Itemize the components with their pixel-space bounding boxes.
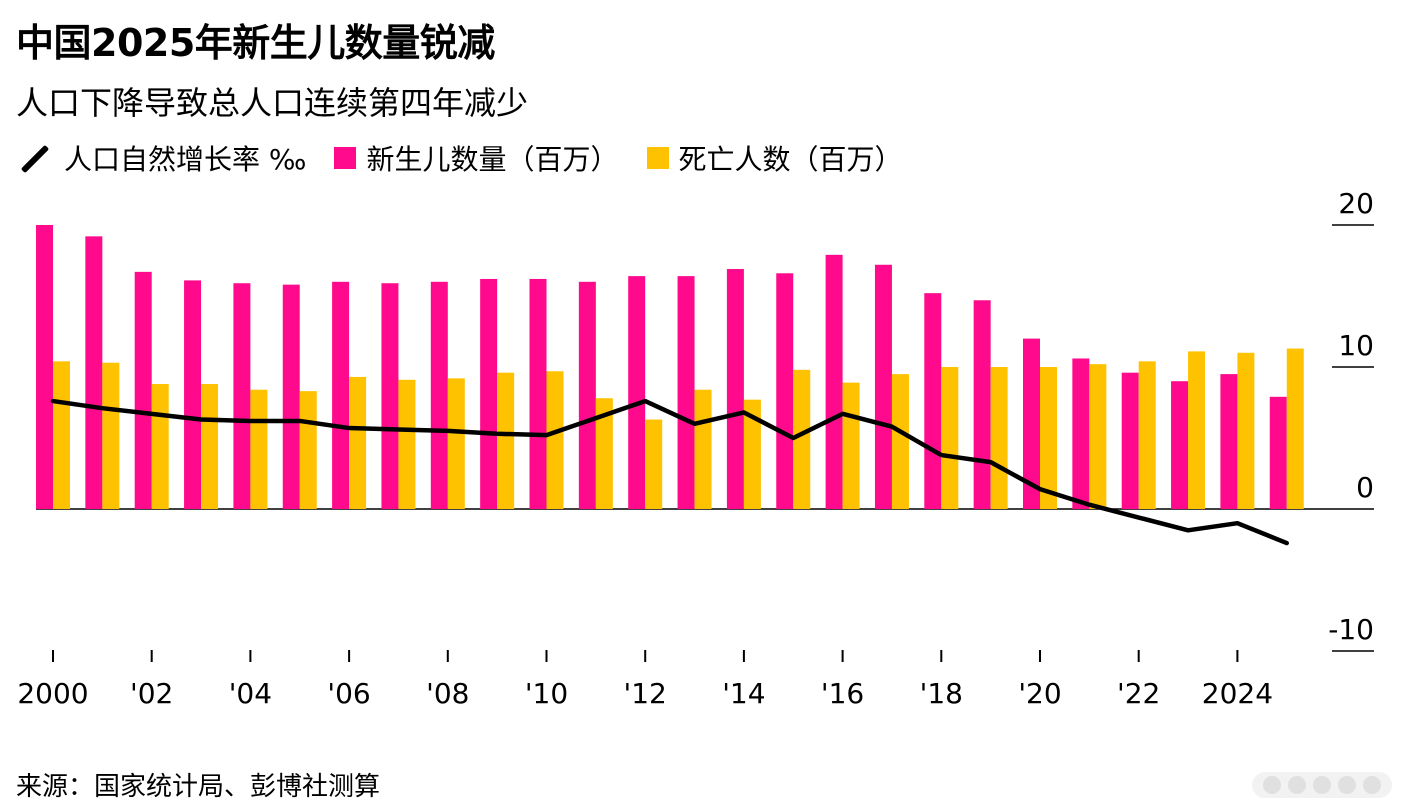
legend: 人口自然增长率 ‰ 新生儿数量（百万） 死亡人数（百万） (16, 138, 931, 178)
deaths-bar (1188, 351, 1206, 509)
births-bar (36, 225, 53, 509)
deaths-bar (1138, 361, 1156, 509)
births-bar (184, 280, 202, 509)
y-tick-label: -10 (1328, 613, 1374, 646)
births-bar (973, 300, 991, 509)
births-bar (1269, 396, 1287, 509)
deaths-bar (842, 382, 860, 509)
x-tick-label: '14 (722, 677, 765, 710)
x-tick-label: '18 (920, 677, 963, 710)
births-bar (1072, 358, 1090, 509)
deaths-bar (102, 362, 120, 509)
deaths-bar (793, 369, 811, 509)
x-tick-label: '10 (525, 677, 568, 710)
births-swatch-icon (334, 147, 357, 169)
deaths-bar (1286, 348, 1304, 509)
y-tick-label: 10 (1338, 329, 1374, 362)
x-tick-label: '12 (624, 677, 667, 710)
births-bar (430, 281, 448, 509)
deaths-bar (546, 371, 564, 509)
births-bar (825, 254, 843, 509)
y-tick-label: 0 (1356, 471, 1374, 504)
births-bar (776, 273, 794, 509)
births-bar (578, 281, 596, 509)
legend-item-deaths: 死亡人数（百万） (646, 138, 903, 178)
x-tick-label: '02 (130, 677, 173, 710)
births-bar (332, 281, 350, 509)
legend-label-growth-rate: 人口自然增长率 ‰ (64, 143, 307, 176)
births-bar (233, 283, 251, 509)
watermark-dots-icon (1252, 772, 1392, 798)
legend-label-deaths: 死亡人数（百万） (678, 143, 903, 176)
births-bar (381, 283, 399, 509)
legend-item-growth-rate: 人口自然增长率 ‰ (16, 138, 306, 178)
chart-subtitle: 人口下降导致总人口连续第四年减少 (16, 84, 529, 122)
growth-rate-line (50, 398, 1289, 546)
deaths-bar (447, 378, 465, 509)
births-bar (134, 271, 152, 509)
source-note: 来源：国家统计局、彭博社测算 (16, 772, 381, 802)
births-bar (1023, 338, 1040, 509)
deaths-bar (53, 361, 70, 509)
x-tick-label: 2000 (17, 677, 88, 710)
births-bar (628, 276, 646, 509)
x-tick-label: 2024 (1202, 677, 1273, 710)
x-tick-label: '20 (1018, 677, 1061, 710)
deaths-bar (941, 367, 959, 509)
deaths-swatch-icon (646, 147, 669, 169)
chart-title: 中国2025年新生儿数量锐减 (16, 21, 495, 65)
births-bar (677, 276, 695, 509)
deaths-bar (1040, 367, 1057, 509)
x-tick-label: '16 (821, 677, 864, 710)
births-bar (480, 278, 498, 509)
deaths-bar (497, 372, 515, 509)
deaths-bar (743, 399, 761, 509)
deaths-bar (1089, 364, 1107, 509)
births-bar (726, 269, 744, 509)
births-bar (924, 293, 942, 509)
deaths-bar (299, 391, 317, 509)
births-bar (1220, 374, 1238, 509)
deaths-bar (151, 384, 169, 509)
births-bar (282, 284, 300, 509)
births-bar (874, 264, 892, 509)
legend-label-births: 新生儿数量（百万） (366, 143, 619, 176)
deaths-bar (1237, 352, 1255, 509)
x-tick-label: '06 (327, 677, 370, 710)
y-tick-label: 20 (1338, 187, 1374, 220)
deaths-bar (645, 419, 663, 509)
deaths-bar (694, 389, 712, 509)
deaths-bar (349, 376, 367, 509)
deaths-bar (250, 389, 268, 509)
legend-item-births: 新生儿数量（百万） (334, 138, 619, 178)
births-bar (1171, 381, 1189, 509)
deaths-bar (891, 374, 909, 509)
births-bar (1121, 372, 1139, 509)
deaths-bar (990, 367, 1008, 509)
deaths-bar (595, 398, 613, 509)
births-bar (85, 236, 103, 510)
births-bar (529, 278, 547, 509)
chart-canvas: 20 10 0 -10 2000 '02 '04 '06 '08 '10 '12 '14 '16 '18 '… (17, 187, 1374, 710)
x-tick-label: '22 (1117, 677, 1160, 710)
x-tick-label: '08 (426, 677, 469, 710)
deaths-bar (201, 384, 219, 509)
deaths-bar (398, 379, 416, 509)
x-tick-label: '04 (229, 677, 272, 710)
